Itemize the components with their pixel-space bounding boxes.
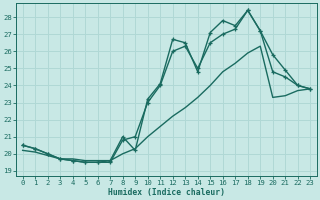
X-axis label: Humidex (Indice chaleur): Humidex (Indice chaleur)	[108, 188, 225, 197]
